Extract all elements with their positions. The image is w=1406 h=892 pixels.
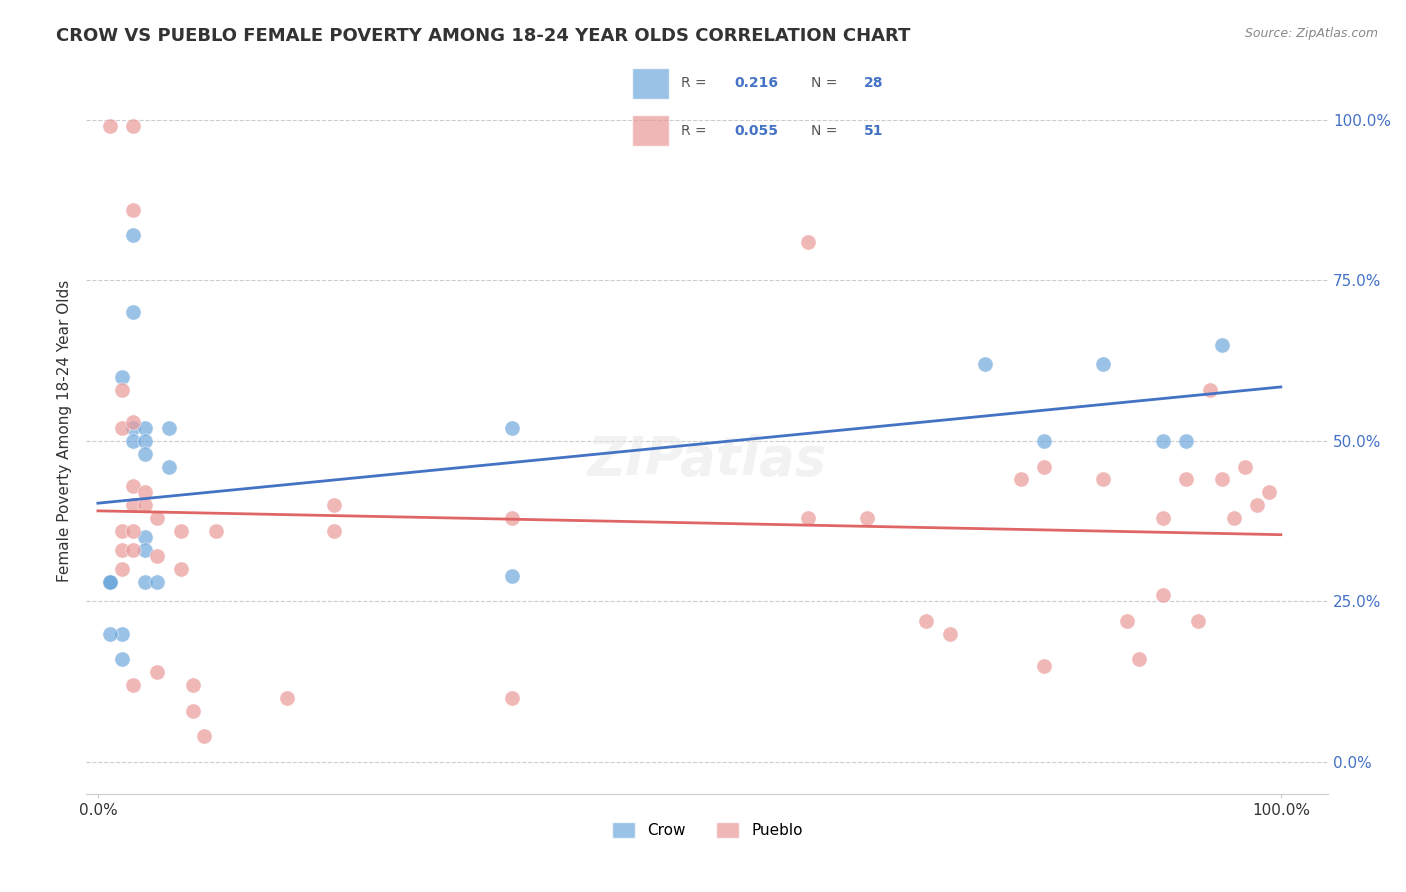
Point bbox=[796, 235, 818, 249]
Point bbox=[122, 678, 145, 692]
Bar bbox=[631, 68, 669, 99]
Text: N =: N = bbox=[811, 77, 842, 90]
Point bbox=[974, 357, 997, 371]
Point bbox=[98, 575, 121, 590]
Text: R =: R = bbox=[682, 124, 711, 137]
Point bbox=[122, 228, 145, 243]
Point bbox=[134, 434, 156, 448]
Point bbox=[855, 511, 877, 525]
Point bbox=[1234, 459, 1257, 474]
Point bbox=[181, 704, 204, 718]
Point bbox=[1033, 434, 1056, 448]
Point bbox=[122, 434, 145, 448]
Point bbox=[170, 524, 193, 538]
Point bbox=[1175, 434, 1198, 448]
Point bbox=[501, 511, 523, 525]
Point bbox=[1211, 472, 1233, 486]
Point bbox=[110, 652, 132, 666]
Point bbox=[122, 543, 145, 558]
Point bbox=[134, 575, 156, 590]
Point bbox=[323, 498, 346, 512]
Point bbox=[122, 524, 145, 538]
Point bbox=[1010, 472, 1032, 486]
Legend: Crow, Pueblo: Crow, Pueblo bbox=[606, 816, 808, 845]
Point bbox=[146, 511, 169, 525]
Point bbox=[1246, 498, 1268, 512]
Point bbox=[915, 614, 938, 628]
Point bbox=[1222, 511, 1244, 525]
Point bbox=[1128, 652, 1150, 666]
Point bbox=[110, 369, 132, 384]
Y-axis label: Female Poverty Among 18-24 Year Olds: Female Poverty Among 18-24 Year Olds bbox=[58, 280, 72, 582]
Text: 0.216: 0.216 bbox=[734, 77, 778, 90]
Text: 51: 51 bbox=[863, 124, 883, 137]
Point bbox=[98, 575, 121, 590]
Point bbox=[122, 120, 145, 134]
Point bbox=[122, 479, 145, 493]
Point bbox=[110, 421, 132, 435]
Point bbox=[501, 568, 523, 582]
Text: R =: R = bbox=[682, 77, 711, 90]
Point bbox=[122, 415, 145, 429]
Point bbox=[1152, 434, 1174, 448]
Point bbox=[110, 626, 132, 640]
Text: ZIPatlas: ZIPatlas bbox=[588, 434, 827, 486]
Point bbox=[110, 562, 132, 576]
Text: CROW VS PUEBLO FEMALE POVERTY AMONG 18-24 YEAR OLDS CORRELATION CHART: CROW VS PUEBLO FEMALE POVERTY AMONG 18-2… bbox=[56, 27, 911, 45]
Point bbox=[122, 202, 145, 217]
Point bbox=[1198, 383, 1220, 397]
Point bbox=[110, 383, 132, 397]
Point bbox=[134, 543, 156, 558]
Point bbox=[1258, 485, 1281, 500]
Point bbox=[146, 549, 169, 564]
Text: 0.055: 0.055 bbox=[734, 124, 778, 137]
Point bbox=[1175, 472, 1198, 486]
Point bbox=[134, 530, 156, 544]
Point bbox=[1187, 614, 1209, 628]
Point bbox=[110, 524, 132, 538]
Point bbox=[501, 421, 523, 435]
Point bbox=[122, 305, 145, 319]
Point bbox=[122, 498, 145, 512]
Point bbox=[157, 459, 180, 474]
Point bbox=[98, 626, 121, 640]
Point bbox=[193, 729, 215, 743]
Text: N =: N = bbox=[811, 124, 842, 137]
Point bbox=[98, 575, 121, 590]
Point bbox=[146, 575, 169, 590]
Point bbox=[1116, 614, 1139, 628]
Point bbox=[110, 543, 132, 558]
Point bbox=[1033, 658, 1056, 673]
Point bbox=[205, 524, 228, 538]
Point bbox=[98, 120, 121, 134]
Point bbox=[122, 421, 145, 435]
Point bbox=[181, 678, 204, 692]
Point bbox=[1092, 357, 1115, 371]
Text: Source: ZipAtlas.com: Source: ZipAtlas.com bbox=[1244, 27, 1378, 40]
Bar bbox=[631, 115, 669, 146]
Point bbox=[134, 447, 156, 461]
Point bbox=[796, 511, 818, 525]
Point bbox=[134, 485, 156, 500]
Point bbox=[1152, 588, 1174, 602]
Point bbox=[134, 498, 156, 512]
Point bbox=[323, 524, 346, 538]
Point bbox=[276, 690, 298, 705]
Point bbox=[157, 421, 180, 435]
Point bbox=[938, 626, 960, 640]
Point bbox=[1092, 472, 1115, 486]
Point bbox=[501, 690, 523, 705]
Point bbox=[134, 421, 156, 435]
Point bbox=[146, 665, 169, 679]
Point bbox=[1211, 337, 1233, 351]
Text: 28: 28 bbox=[863, 77, 883, 90]
Point bbox=[1152, 511, 1174, 525]
Point bbox=[170, 562, 193, 576]
Point bbox=[1033, 459, 1056, 474]
